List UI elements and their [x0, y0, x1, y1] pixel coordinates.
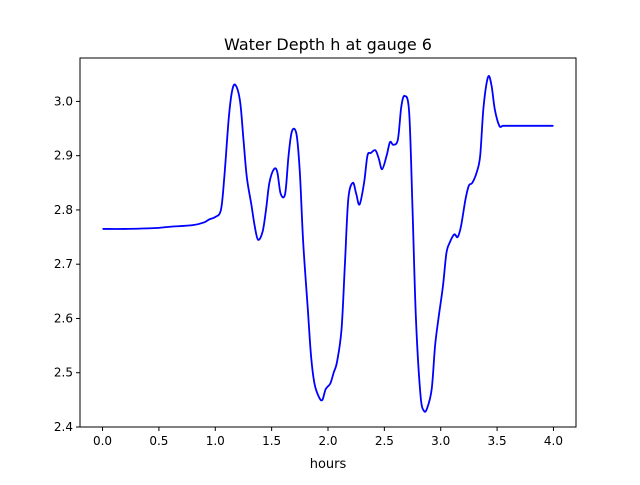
series-line-0: [102, 75, 554, 413]
plot-frame: [79, 57, 577, 428]
y-tick-label: 2.4: [54, 420, 73, 434]
x-tick-label: 3.5: [488, 434, 507, 448]
y-tick-label: 2.6: [54, 311, 73, 325]
y-tick-label: 2.9: [54, 149, 73, 163]
x-tick-label: 1.5: [262, 434, 281, 448]
x-tick-label: 2.5: [375, 434, 394, 448]
x-tick-label: 0.0: [93, 434, 112, 448]
x-tick-label: 0.5: [149, 434, 168, 448]
x-tick-label: 4.0: [544, 434, 563, 448]
y-tick-label: 2.7: [54, 257, 73, 271]
x-tick-label: 2.0: [318, 434, 337, 448]
x-tick-label: 3.0: [431, 434, 450, 448]
y-tick-label: 2.5: [54, 366, 73, 380]
y-tick-label: 3.0: [54, 94, 73, 108]
x-tick-label: 1.0: [206, 434, 225, 448]
chart-title: Water Depth h at gauge 6: [224, 35, 432, 54]
axis-ticks: 0.0 0.5 1.0 1.5 2.0 2.5 3.0 3.5 4.0 2.4 2.5 2.6 2.7 2…: [54, 94, 563, 448]
x-axis-label: hours: [310, 457, 347, 472]
y-tick-label: 2.8: [54, 203, 73, 217]
series-layer: [102, 75, 554, 413]
